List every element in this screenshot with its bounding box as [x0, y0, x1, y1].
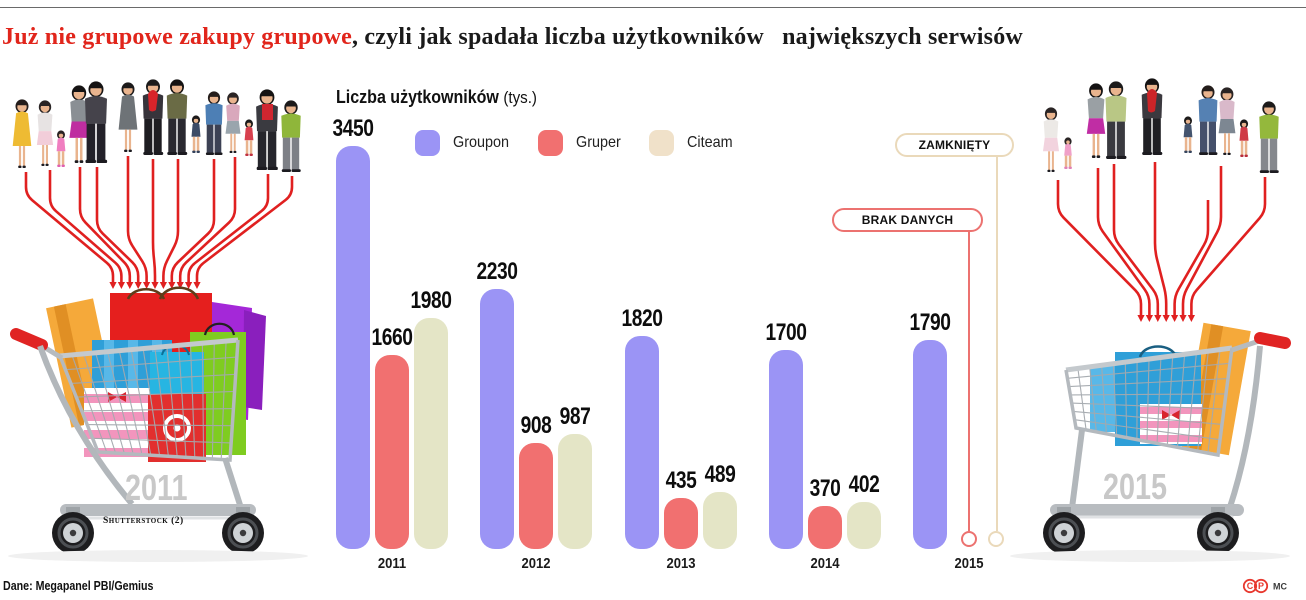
- svg-text:MC: MC: [1273, 582, 1287, 592]
- svg-text:P: P: [1258, 581, 1264, 591]
- svg-text:C: C: [1247, 581, 1254, 591]
